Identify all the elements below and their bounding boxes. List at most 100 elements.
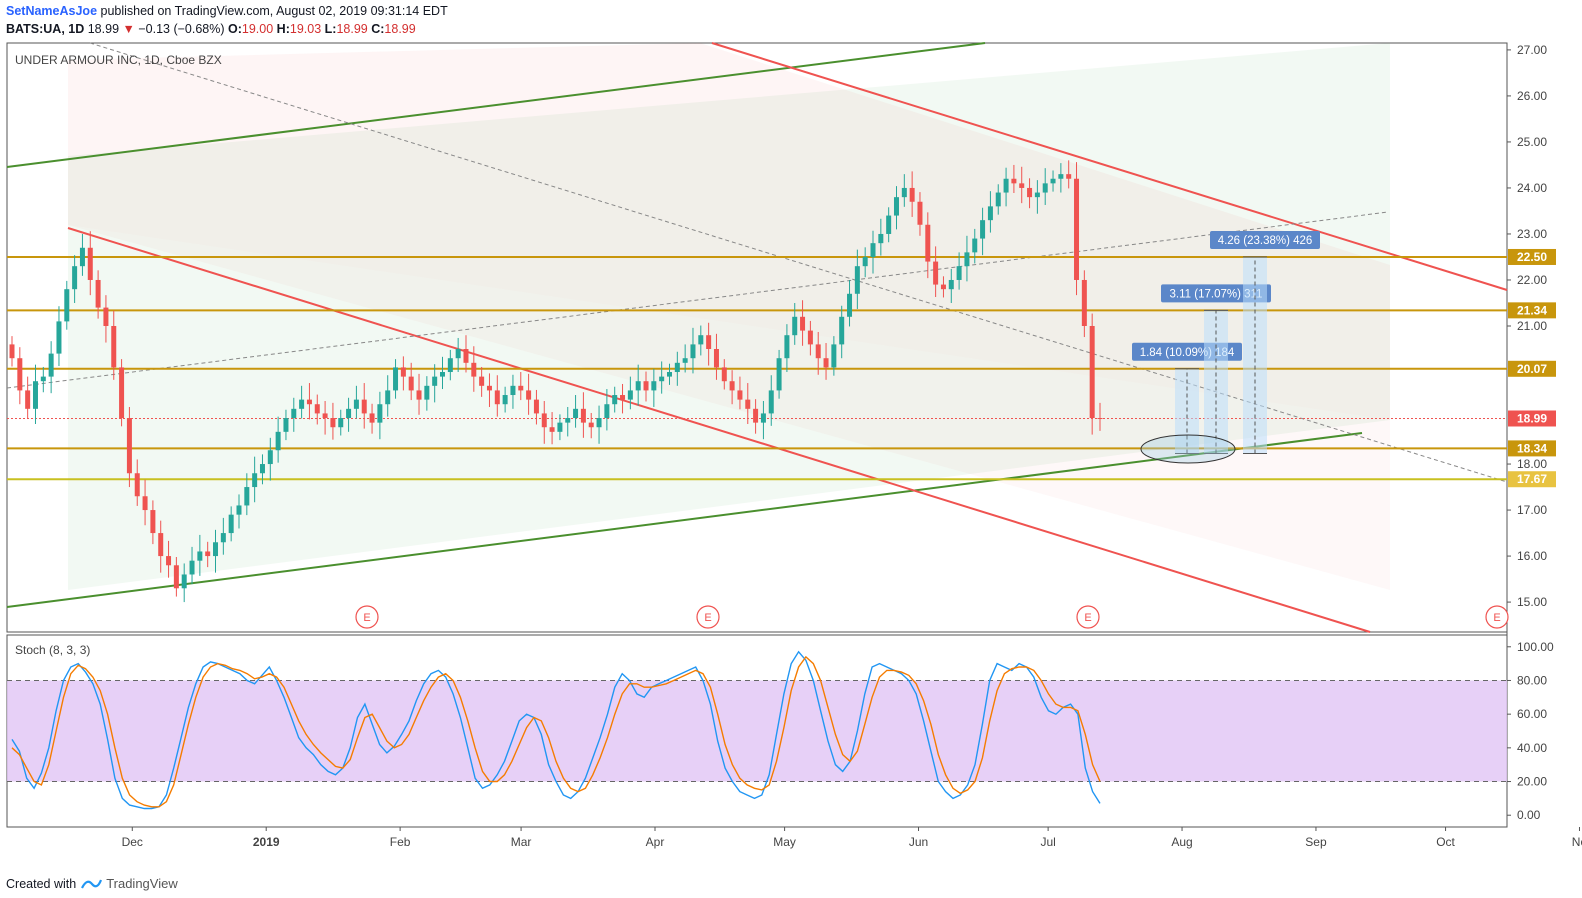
candle-body <box>1034 192 1040 198</box>
time-tick-label: Dec <box>122 835 143 849</box>
candle-body <box>111 325 117 368</box>
candle-body <box>549 427 555 432</box>
price-level-tag <box>1508 302 1556 319</box>
candle-body <box>800 316 806 331</box>
candle-body <box>753 408 759 423</box>
candle-body <box>306 399 312 405</box>
earnings-marker-label: E <box>363 612 370 624</box>
measure-label-box <box>1210 230 1320 249</box>
high-value: 19.03 <box>289 22 322 36</box>
author-link[interactable]: SetNameAsJoe <box>6 4 98 18</box>
stoch-title: Stoch (8, 3, 3) <box>15 643 90 657</box>
price-tick-label: 15.00 <box>1517 595 1547 609</box>
candle-body <box>612 395 618 405</box>
stoch-tick-label: 0.00 <box>1517 808 1541 822</box>
candle-body <box>181 574 187 589</box>
candle-body <box>533 399 539 414</box>
measure-label: 3.11 (17.07%) 311 <box>1170 288 1263 300</box>
stoch-tick-label: 20.00 <box>1517 775 1547 789</box>
candle-body <box>385 390 391 405</box>
red-channel-fill <box>68 43 1390 420</box>
earnings-marker <box>696 605 720 629</box>
green-channel-midline <box>6 211 1389 389</box>
candle-body <box>189 560 195 575</box>
time-tick-label: Feb <box>390 835 411 849</box>
candle-body <box>886 215 892 234</box>
publish-info: SetNameAsJoe published on TradingView.co… <box>6 4 448 18</box>
time-tick-label: Oct <box>1436 835 1455 849</box>
candle-body <box>291 408 297 419</box>
candle-body <box>1058 174 1064 179</box>
candle-body <box>447 358 453 373</box>
time-tick-label: Apr <box>646 835 665 849</box>
down-arrow-icon: ▼ <box>122 22 135 36</box>
candle-body <box>9 344 15 359</box>
candle-body <box>784 335 790 359</box>
candle-body <box>847 293 853 317</box>
close-value: 18.99 <box>384 22 416 36</box>
stoch-axis[interactable]: 100.00 80.00 60.00 40.00 20.00 0.00 <box>1507 640 1554 822</box>
candle-body <box>901 187 907 198</box>
time-tick-label: No <box>1572 835 1582 849</box>
candle-body <box>557 422 563 432</box>
candle-body <box>25 390 31 409</box>
time-tick-label: Sep <box>1305 835 1327 849</box>
candle-body <box>283 418 289 432</box>
candle-body <box>150 510 156 534</box>
candle-body <box>917 201 923 225</box>
tradingview-brand[interactable]: TradingView <box>106 876 178 891</box>
candle-body <box>573 408 579 419</box>
candle-body <box>197 551 203 561</box>
candle-body <box>643 381 649 391</box>
candle-body <box>126 418 132 474</box>
candle-body <box>980 220 986 239</box>
candle-body <box>948 279 954 290</box>
candlestick-series <box>9 160 1103 603</box>
candle-body <box>862 256 868 267</box>
candle-body <box>314 404 320 414</box>
measure-label: 4.26 (23.38%) 426 <box>1218 235 1313 247</box>
candle-body <box>627 390 633 400</box>
candle-body <box>1003 178 1009 193</box>
price-tick-label: 16.00 <box>1517 549 1547 563</box>
time-tick-label: Aug <box>1171 835 1192 849</box>
time-axis[interactable]: Dec 2019 Feb Mar Apr May Jun Jul Aug Sep Oct No <box>122 827 1582 849</box>
candle-body <box>698 335 704 345</box>
price-tick-label: 22.00 <box>1517 273 1547 287</box>
candle-body <box>32 381 38 409</box>
candle-body <box>729 381 735 391</box>
red-channel-lower-fill <box>68 225 1390 590</box>
candle-body <box>768 390 774 414</box>
candle-body <box>369 413 375 423</box>
price-tick-label: 23.00 <box>1517 227 1547 241</box>
price-change: −0.13 (−0.68%) <box>138 22 225 36</box>
candle-body <box>1042 183 1048 193</box>
candle-body <box>925 224 931 262</box>
candle-body <box>604 404 610 419</box>
candle-body <box>275 431 281 451</box>
symbol-name: BATS:UA, 1D <box>6 22 85 36</box>
candle-body <box>776 358 782 391</box>
published-text: published on TradingView.com, August 02,… <box>97 4 448 18</box>
stoch-tick-label: 100.00 <box>1517 640 1554 654</box>
footer: Created with TradingView <box>6 876 178 891</box>
candle-body <box>377 404 383 423</box>
candle-body <box>518 385 524 391</box>
candle-body <box>353 399 359 409</box>
time-tick-label: May <box>773 835 796 849</box>
time-tick-label: 2019 <box>253 835 280 849</box>
price-axis[interactable]: 27.00 26.00 25.00 24.00 23.00 22.00 21.00 18.00… <box>1507 43 1547 609</box>
candle-body <box>424 385 430 400</box>
red-channel-upper <box>711 42 1508 291</box>
candle-body <box>580 408 586 423</box>
candle-body <box>56 321 62 354</box>
candle-body <box>338 418 344 428</box>
candle-body <box>1050 178 1056 184</box>
price-tick-label: 18.00 <box>1517 457 1547 471</box>
candle-body <box>17 358 23 391</box>
candle-body <box>987 206 993 221</box>
stoch-tick-label: 60.00 <box>1517 707 1547 721</box>
price-tick-label: 17.00 <box>1517 503 1547 517</box>
